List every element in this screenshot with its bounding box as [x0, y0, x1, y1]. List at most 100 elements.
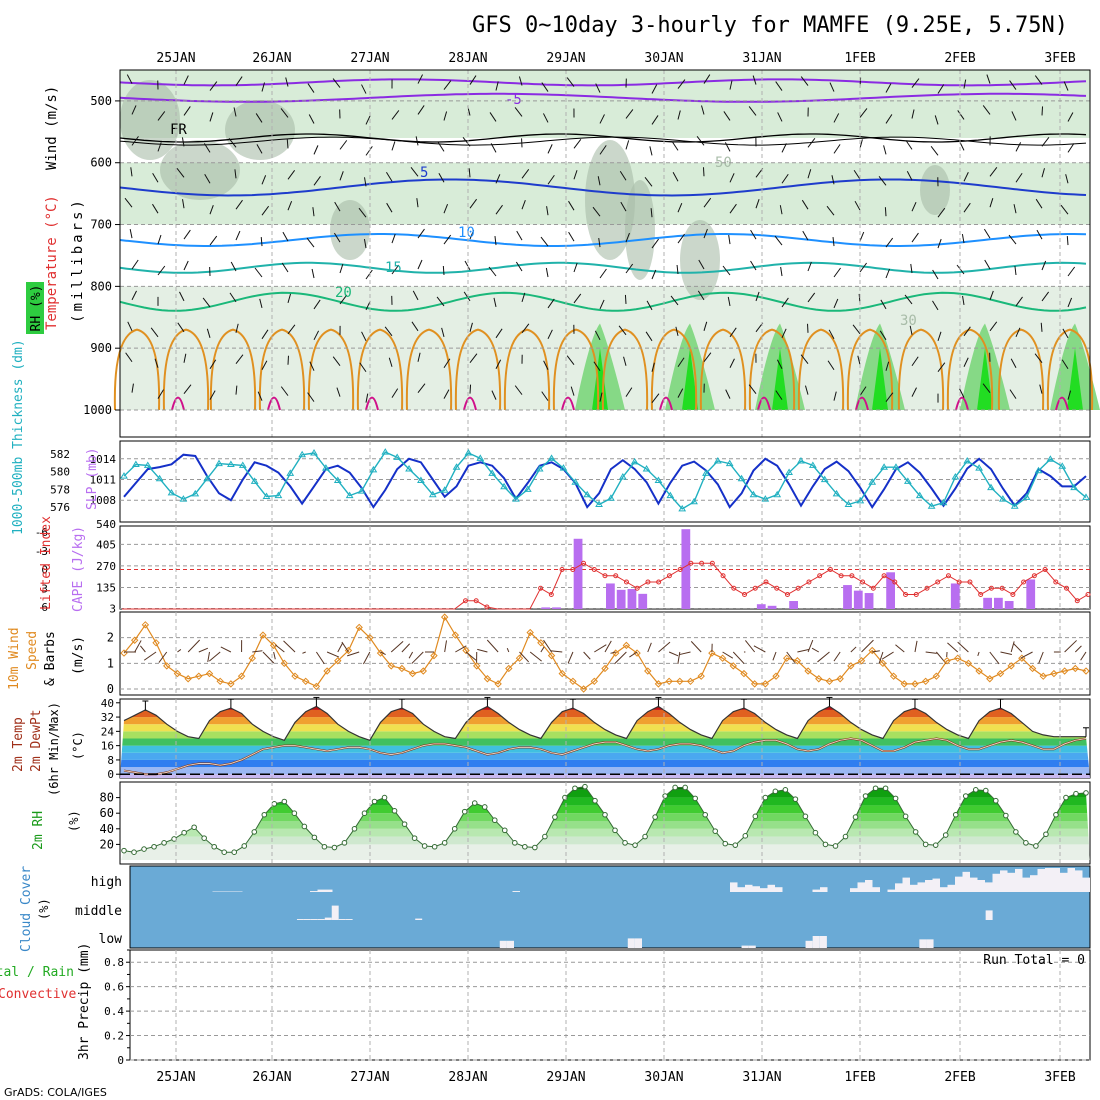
wind-barb: [235, 199, 243, 210]
isotherm-25-loop: [113, 328, 161, 411]
wind-barb: [521, 168, 530, 179]
isotherm-30-loop: [757, 396, 771, 411]
wind-barb: [677, 110, 681, 120]
minmax-label: (6hr Min/Max): [47, 702, 61, 796]
isotherm-30-loop: [855, 396, 869, 411]
rh-marker: [812, 829, 819, 836]
li-marker: [559, 567, 565, 572]
rh-marker: [251, 829, 258, 835]
wind-barb: [157, 111, 166, 121]
wind-marker: [665, 677, 673, 686]
wind-barb: [727, 296, 731, 307]
wind-barb: [1013, 204, 1017, 214]
li-marker: [795, 585, 801, 591]
isotherm-25-loop: [454, 328, 502, 411]
wind-tick-label: 0: [107, 682, 114, 696]
cloud-bar-high: [820, 887, 828, 892]
rh-marker: [231, 849, 238, 856]
rh-marker: [221, 849, 228, 856]
wind-marker: [184, 675, 192, 683]
cape-bar: [616, 589, 626, 609]
wind-barb: [956, 264, 965, 275]
wind-barb: [1015, 327, 1021, 338]
wind-barb: [261, 205, 270, 216]
li-marker: [645, 579, 651, 585]
cloud-bar-low: [634, 938, 642, 948]
isotherm-25-loop: [748, 328, 796, 411]
date-label-top: 31JAN: [742, 51, 781, 66]
li-marker: [473, 598, 479, 604]
temp2m-unit-label: (°C): [71, 731, 85, 760]
date-label-bottom: 2FEB: [944, 1070, 975, 1085]
wind-barb-10m: [143, 651, 157, 661]
thickness-marker: [749, 490, 758, 498]
rh-tick-label: 40: [100, 822, 114, 836]
isotherm-25-loop: [997, 328, 1045, 411]
isotherm-25-loop: [1046, 328, 1094, 411]
wind-barb: [131, 290, 137, 301]
rh-tick-label: 20: [100, 837, 114, 851]
precip-panel: 0.8 0.6 0.4 0.2 0 Run Total = 0 Total / Rain Co…: [0, 943, 1091, 1067]
rh-marker: [902, 813, 909, 820]
wind-barb-10m: [881, 651, 894, 660]
wind-barb: [650, 208, 653, 218]
li-marker: [656, 579, 662, 585]
wind-marker: [911, 680, 919, 688]
isotherm-minus5: [119, 92, 1087, 103]
rh-marker: [481, 804, 488, 810]
wind-barb: [183, 75, 189, 85]
wind-label: Wind (m/s): [44, 86, 60, 170]
cloud-level-label: middle: [75, 904, 122, 919]
cloud-bar-high: [737, 887, 745, 892]
wind-barb: [885, 268, 890, 279]
wind-barb: [339, 140, 348, 150]
precip-tick-label: 0: [117, 1054, 124, 1067]
li-marker: [860, 579, 866, 585]
wind-barb: [1041, 106, 1044, 116]
wind-barb-10m: [347, 651, 360, 657]
cloud-bar-low: [805, 940, 813, 948]
thickness-marker: [915, 491, 924, 499]
rh-marker: [782, 787, 789, 793]
rh-legend: RH (%): [26, 282, 44, 334]
li-marker: [935, 579, 941, 585]
thickness-marker: [203, 474, 212, 482]
isotherm-label: 15: [385, 260, 402, 276]
cape-bar: [767, 605, 777, 609]
wind-barb: [209, 112, 214, 122]
wind-barb: [885, 237, 894, 248]
thickness-marker: [155, 474, 164, 482]
isotherm-25-loop: [601, 328, 649, 411]
li-marker: [1074, 598, 1080, 604]
rh-marker: [1063, 794, 1069, 801]
wind-barb: [1067, 266, 1076, 277]
wind-barb: [495, 204, 503, 215]
rh-marker: [862, 793, 869, 799]
wind-barb: [618, 325, 627, 336]
rh-marker: [552, 814, 558, 820]
wind-marker: [964, 659, 973, 668]
wind-barb-10m: [722, 651, 734, 659]
rh-marker: [652, 814, 658, 820]
wind-barb-10m: [1013, 643, 1023, 653]
rh-marker: [692, 795, 698, 802]
rh-marker: [512, 840, 518, 846]
wind-barb: [725, 389, 731, 399]
thickness-marker: [452, 463, 461, 470]
rh-marker: [742, 833, 749, 839]
wind-marker: [334, 657, 342, 665]
wind-barb: [568, 200, 575, 211]
isotherm-25-loop: [897, 328, 945, 411]
li-marker: [1042, 567, 1048, 572]
rh-marker: [341, 840, 348, 846]
cape-bar: [789, 601, 798, 609]
wind-barb: [807, 138, 816, 148]
cape-bar: [886, 572, 895, 609]
wind-barb: [859, 139, 863, 149]
wind-marker: [579, 685, 588, 693]
wind-barb: [722, 265, 731, 276]
wind-barb: [1041, 260, 1047, 271]
wind-barb: [677, 233, 685, 244]
chart-title: GFS 0~10day 3-hourly for MAMFE (9.25E, 5…: [472, 13, 1068, 38]
wind-barb: [625, 109, 634, 119]
